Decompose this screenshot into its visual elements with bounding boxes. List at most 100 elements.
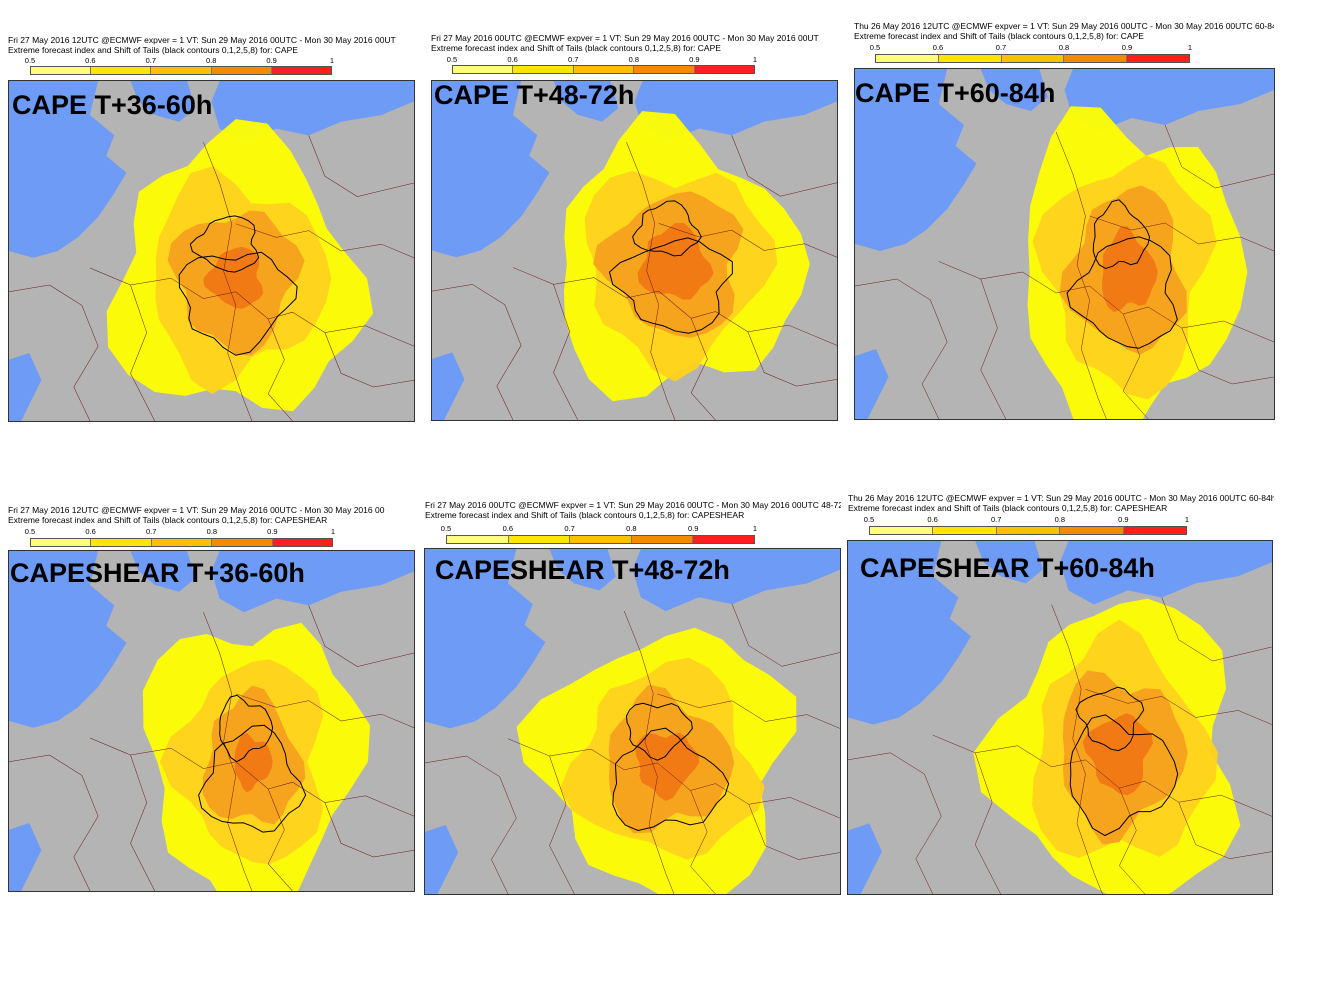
country-border [50,285,99,421]
sot-contour [610,238,733,333]
scale-tick-label: 0.6 [85,527,96,536]
scale-tick-label: 0.7 [567,55,579,64]
efi-scale-ticks: 0.5 0.6 0.7 0.8 0.9 1 [447,55,757,65]
efi-contour-region [635,732,700,801]
country-border [268,319,292,421]
country-border [657,694,840,729]
country-border [1090,216,1274,251]
scale-swatch [211,67,272,74]
sea-area [855,349,889,419]
scale-tick-label: 0.5 [24,527,36,536]
sea-area [9,551,127,728]
sot-contour [1076,687,1144,750]
scale-tick-label: 0.5 [446,55,458,64]
scale-tick-label: 0.6 [927,515,938,524]
panel-label: CAPE T+48-72h [434,80,635,110]
efi-scale-bar [30,66,332,75]
scale-swatch [694,66,755,73]
efi-map-svg [425,549,840,894]
scale-tick-label: 1 [330,527,336,536]
country-border [325,333,414,387]
country-border [236,694,414,728]
scale-tick-label: 0.8 [1054,515,1066,524]
scale-swatch [91,67,152,74]
panel-header-line2: Extreme forecast index and Shift of Tail… [854,31,1144,41]
efi-map [854,68,1275,420]
scale-swatch [938,55,1002,62]
panel-header-line2: Extreme forecast index and Shift of Tail… [848,503,1168,513]
sea-area [211,551,414,613]
scale-swatch [996,527,1061,534]
country-border [9,285,50,292]
efi-map-svg [848,541,1272,894]
panel-header-line1: Fri 27 May 2016 00UTC @ECMWF expver = 1 … [431,33,819,43]
scale-swatch [570,536,632,543]
scale-swatch [1123,527,1187,534]
country-border [749,804,840,859]
scale-swatch [1064,55,1128,62]
panel-header-line1: Fri 27 May 2016 00UTC @ECMWF expver = 1 … [425,500,841,510]
scale-swatch [447,536,509,543]
scale-tick-label: 1 [1187,43,1193,52]
scale-swatch [876,55,939,62]
scale-tick-label: 0.9 [1118,515,1129,524]
sot-contour [1093,200,1149,269]
efi-scale-bar [446,535,755,544]
scale-swatch [573,66,635,73]
sot-contour [1067,237,1177,348]
scale-tick-label: 0.7 [145,527,157,536]
efi-scale-ticks: 0.5 0.6 0.7 0.8 0.9 1 [870,43,1193,53]
country-border [203,612,252,891]
sea-area [1064,69,1274,132]
scale-tick-label: 0.8 [205,56,217,65]
scale-swatch [1060,527,1124,534]
country-border [691,791,716,895]
scale-swatch [634,66,695,73]
country-border [432,284,473,291]
efi-scale-bar [30,538,333,547]
country-border [309,135,414,196]
scale-tick-label: 0.6 [507,55,518,64]
scale-tick-label: 0.9 [267,527,278,536]
scale-swatch [151,539,213,546]
efi-map [431,80,838,421]
country-border [203,142,252,421]
sea-area [425,549,546,729]
sea-area [632,549,840,612]
sea-area [9,81,127,258]
sea-area [432,352,465,420]
efi-scale-ticks: 0.5 0.6 0.7 0.8 0.9 1 [864,515,1189,525]
sot-contour [613,728,729,830]
scale-tick-label: 0.5 [440,524,452,533]
scale-swatch [1127,55,1189,62]
country-border [975,753,1000,894]
scale-tick-label: 0.7 [564,524,575,533]
scale-tick-label: 0.7 [995,43,1007,52]
scale-tick-label: 1 [752,524,758,533]
sea-area [9,353,42,421]
sot-contour [179,252,297,355]
scale-tick-label: 0.8 [626,524,637,533]
country-border [131,285,155,421]
scale-tick-label: 1 [329,56,335,65]
scale-tick-label: 0.6 [932,43,944,52]
country-border [268,789,292,891]
scale-tick-label: 0.9 [266,56,277,65]
scale-swatch [212,539,273,546]
country-border [981,279,1006,419]
scale-swatch [91,539,152,546]
efi-contour-region [203,246,264,309]
panel-header-line1: Thu 26 May 2016 12UTC @ECMWF expver = 1 … [854,21,1274,31]
panel-header-line2: Extreme forecast index and Shift of Tail… [431,43,721,53]
efi-map-svg [9,551,414,891]
country-border [131,755,155,891]
scale-swatch [31,67,92,74]
efi-scale-bar [869,526,1187,535]
scale-swatch [693,536,754,543]
country-border [309,605,414,666]
country-border [624,611,674,894]
sot-contour [220,695,273,761]
country-border [236,224,414,258]
country-border [933,735,1272,816]
sea-area [9,823,42,891]
